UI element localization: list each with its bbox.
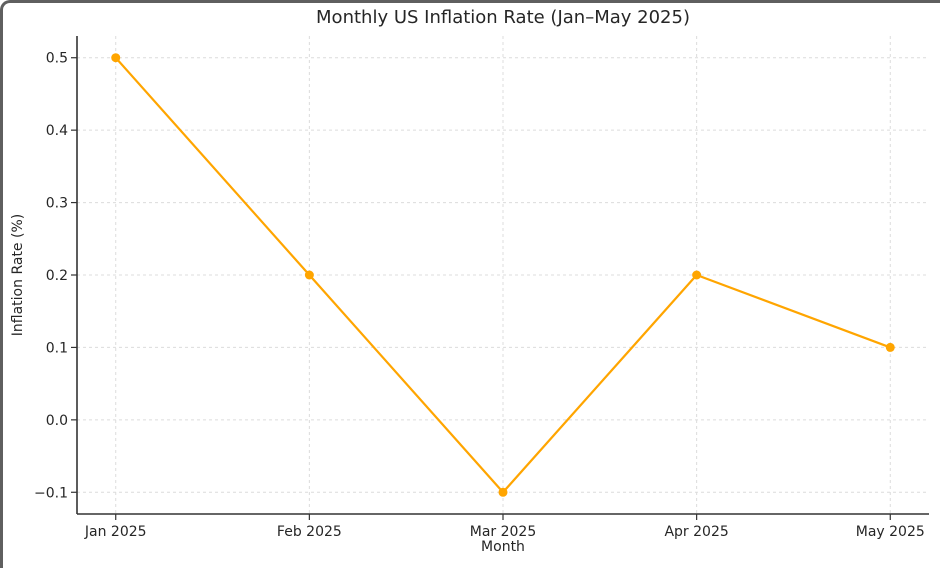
x-axis-label: Month [481,539,525,555]
y-tick-label: 0.2 [46,268,68,284]
data-point [692,270,702,280]
data-point [498,487,508,497]
y-axis-label: Inflation Rate (%) [10,213,26,337]
y-tick-label: 0.4 [46,123,68,139]
data-point [111,53,121,63]
x-tick-label: Feb 2025 [277,524,342,540]
x-tick-label: Jan 2025 [84,524,147,540]
data-point [885,342,895,352]
chart-title: Monthly US Inflation Rate (Jan–May 2025) [316,7,690,28]
y-tick-label: −0.1 [34,485,68,501]
y-tick-label: 0.5 [46,51,68,67]
x-tick-label: May 2025 [856,524,925,540]
y-tick-label: 0.0 [46,413,68,429]
data-point [304,270,314,280]
x-tick-label: Apr 2025 [664,524,728,540]
y-tick-label: 0.3 [46,196,68,212]
x-tick-label: Mar 2025 [470,524,537,540]
y-tick-label: 0.1 [46,340,68,356]
